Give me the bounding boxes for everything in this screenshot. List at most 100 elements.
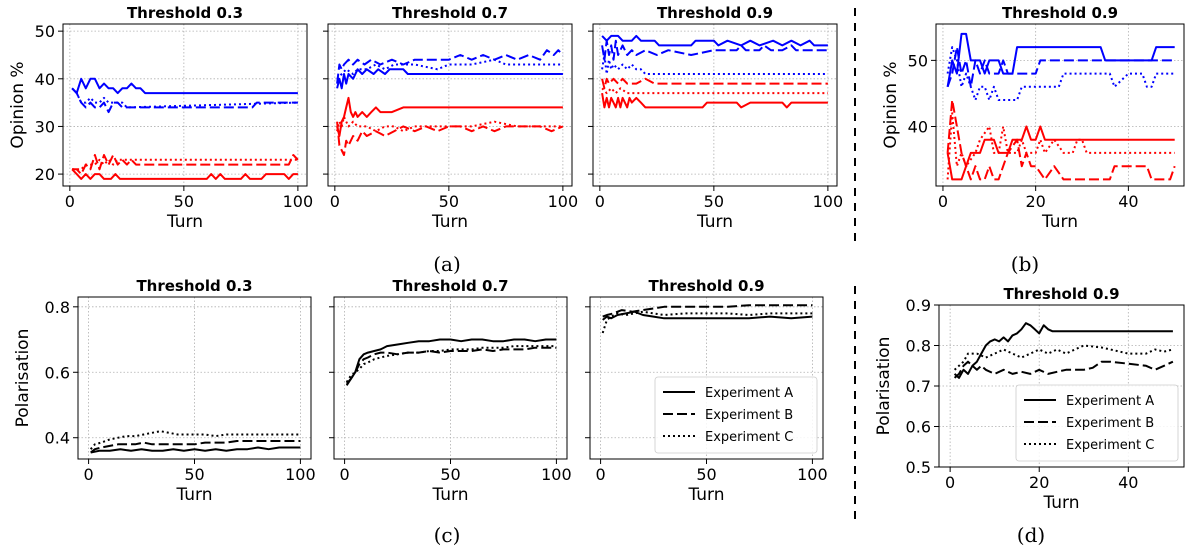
x-tick-label: 50 (184, 465, 204, 484)
x-tick-label: 0 (945, 473, 955, 492)
x-tick-label: 20 (1025, 192, 1045, 211)
x-tick-label: 0 (83, 465, 93, 484)
chart-title: Threshold 0.9 (1002, 4, 1118, 22)
legend-label: Experiment A (1066, 394, 1154, 409)
legend-label: Experiment B (1066, 416, 1154, 431)
y-tick-label: 0.8 (906, 337, 931, 356)
plot-frame (62, 23, 308, 187)
series-line-red-dotted (601, 87, 828, 95)
series-line-blue-dashed (71, 87, 298, 114)
y-axis-label: Polarisation (874, 337, 894, 436)
y-tick-label: 40 (35, 70, 55, 89)
series-line-black-dashed (345, 346, 557, 385)
caption-c: (c) (433, 523, 461, 547)
y-tick-label: 0.5 (906, 458, 931, 477)
x-tick-label: 50 (439, 192, 459, 211)
legend-box (1015, 384, 1179, 462)
chart-c1: 0 50 100 0.4 0.6 0.8 Threshold 0.3 Turn Polarisa… (13, 277, 316, 505)
x-tick-label: 100 (541, 465, 572, 484)
x-tick-label: 100 (813, 192, 844, 211)
x-tick-label: 0 (595, 192, 605, 211)
x-tick-label: 0 (938, 192, 948, 211)
series-line-blue-dashed (336, 49, 564, 84)
series-line-black-dashed (953, 360, 1174, 379)
legend-label: Experiment A (705, 386, 793, 401)
x-tick-label: 20 (1029, 473, 1049, 492)
y-tick-label: 0.6 (906, 418, 931, 437)
x-tick-label: 100 (797, 465, 828, 484)
y-axis-label: Polarisation (13, 329, 33, 428)
series-line-red-dotted (336, 115, 563, 133)
series-line-red-dashed (601, 77, 828, 90)
caption-b: (b) (1010, 252, 1040, 276)
x-axis-label: Turn (431, 485, 468, 505)
x-tick-label: 0 (339, 465, 349, 484)
x-axis-label: Turn (696, 212, 733, 232)
x-tick-label: 0 (65, 192, 75, 211)
series-line-blue-dotted (946, 46, 1175, 101)
series-line-black-dotted (953, 344, 1174, 371)
chart-title: Threshold 0.9 (657, 4, 773, 22)
chart-title: Threshold 0.3 (136, 277, 252, 295)
series-line-red-solid (601, 92, 828, 109)
x-tick-label: 0 (595, 465, 605, 484)
x-tick-label: 50 (174, 192, 194, 211)
series-line-black-solid (90, 446, 301, 454)
x-tick-label: 100 (548, 192, 579, 211)
y-tick-label: 0.8 (45, 298, 70, 317)
y-tick-label: 50 (908, 51, 928, 70)
y-tick-label: 50 (35, 22, 55, 41)
series-line-red-dotted (72, 158, 298, 171)
x-tick-label: 40 (1118, 192, 1138, 211)
series-line-red-dotted (946, 112, 1175, 180)
legend-box (654, 376, 818, 454)
series-line-black-solid (953, 322, 1173, 379)
chart-title: Threshold 0.3 (127, 4, 243, 22)
plot-frame (935, 23, 1185, 187)
chart-d: 0 20 40 0.5 0.6 0.7 0.8 0.9 Threshold 0.9 Turn Pol… (874, 285, 1185, 513)
series-line-black-solid (602, 310, 813, 321)
x-tick-label: 100 (283, 192, 314, 211)
caption-a: (a) (433, 252, 461, 276)
series-line-red-dashed (72, 154, 299, 176)
series-line-blue-dashed (946, 46, 1175, 88)
series-line-black-dashed (90, 440, 301, 454)
chart-a2: 0 50 100 Threshold 0.7 Turn (323, 4, 578, 232)
series-line-black-solid (345, 338, 557, 386)
series-line-blue-solid (71, 77, 298, 95)
chart-a1: 0 50 100 20 30 40 50 Threshold 0.3 Turn Opinion % (8, 4, 313, 232)
series-line-red-solid (336, 96, 563, 137)
y-tick-label: 40 (908, 117, 928, 136)
x-axis-label: Turn (175, 485, 212, 505)
y-axis-label: Opinion % (8, 61, 28, 148)
legend-label: Experiment C (705, 430, 793, 445)
series-line-black-dotted (89, 430, 301, 450)
series-line-blue-dashed (601, 39, 828, 61)
series-line-black-dotted (601, 310, 813, 334)
legend: Experiment A Experiment B Experiment C (1015, 384, 1179, 462)
series-line-blue-solid (336, 68, 563, 90)
chart-a3: 0 50 100 Threshold 0.9 Turn (588, 4, 843, 232)
plot-frame (327, 23, 573, 187)
x-tick-label: 50 (704, 192, 724, 211)
y-axis-label: Opinion % (881, 61, 901, 148)
x-axis-label: Turn (166, 212, 203, 232)
plot-frame (592, 23, 838, 187)
y-tick-label: 0.6 (45, 363, 70, 382)
y-tick-label: 0.7 (906, 377, 931, 396)
x-axis-label: Turn (1041, 212, 1078, 232)
y-tick-label: 0.9 (906, 296, 931, 315)
chart-title: Threshold 0.9 (1003, 285, 1119, 303)
x-axis-label: Turn (431, 212, 468, 232)
chart-title: Threshold 0.7 (392, 277, 508, 295)
series-line-blue-dotted (336, 58, 563, 80)
series-line-red-solid (71, 168, 298, 180)
legend-label: Experiment C (1066, 438, 1154, 453)
x-tick-label: 50 (696, 465, 716, 484)
series-line-red-dashed (336, 121, 564, 156)
chart-c2: 0 50 100 Threshold 0.7 Turn (329, 277, 572, 505)
chart-title: Threshold 0.9 (648, 277, 764, 295)
x-tick-label: 50 (440, 465, 460, 484)
